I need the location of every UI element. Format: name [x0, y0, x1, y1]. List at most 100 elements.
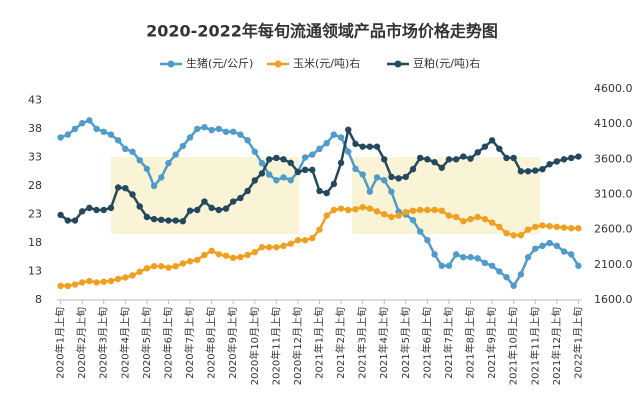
y-tick-label: 13 [28, 264, 42, 277]
point [366, 143, 374, 150]
point [532, 167, 539, 174]
point [402, 173, 410, 181]
point [78, 279, 86, 286]
x-tick-label: 2021年2月上旬 [334, 307, 347, 379]
point [575, 153, 582, 160]
point [524, 254, 532, 261]
legend-label: 豆粕(元/吨)右 [413, 56, 480, 70]
point [143, 213, 151, 221]
point [93, 206, 100, 214]
y2-tick-label: 3100.0 [594, 188, 633, 201]
point [373, 143, 381, 150]
point [64, 282, 71, 290]
x-tick-label: 2020年10月上旬 [248, 307, 261, 385]
point [359, 143, 366, 150]
point [337, 134, 345, 141]
point [287, 240, 294, 247]
y2-tick-label: 3600.0 [594, 152, 633, 165]
y2-tick-label: 2100.0 [594, 258, 633, 271]
x-tick-label: 2020年2月上旬 [75, 307, 88, 379]
point [273, 244, 280, 251]
point [222, 205, 230, 212]
x-tick-label: 2022年1月上旬 [571, 307, 584, 379]
point [438, 262, 445, 269]
point [78, 120, 86, 127]
legend-label: 玉米(元/吨)右 [293, 56, 360, 70]
point [553, 158, 561, 165]
point [568, 251, 575, 258]
point [488, 262, 496, 269]
point [86, 204, 93, 212]
x-tick-label: 2020年4月上旬 [118, 307, 131, 379]
point [143, 265, 151, 272]
point [352, 165, 359, 173]
point [229, 198, 237, 205]
point [438, 207, 445, 214]
x-tick-label: 2020年1月上旬 [54, 307, 67, 379]
point [546, 222, 553, 230]
point [575, 225, 582, 232]
y-tick-label: 33 [28, 150, 42, 163]
chart-title: 2020-2022年每旬流通领域产品市场价格走势图 [146, 22, 498, 41]
point [330, 131, 338, 138]
point [309, 234, 316, 242]
point [539, 165, 546, 173]
point [64, 131, 71, 138]
point [122, 184, 129, 192]
point [165, 264, 172, 271]
point [150, 215, 158, 223]
point [445, 156, 453, 163]
point [294, 168, 302, 176]
point [524, 226, 532, 233]
point [395, 212, 402, 219]
point [416, 206, 424, 214]
y-tick-label: 18 [28, 236, 42, 249]
legend-marker [394, 60, 402, 68]
point [496, 145, 503, 152]
y-tick-label: 8 [35, 293, 42, 306]
point [215, 251, 223, 258]
point [431, 158, 438, 166]
point [517, 168, 525, 175]
x-tick-label: 2021年11月上旬 [528, 307, 541, 385]
point [71, 125, 79, 133]
point [460, 218, 467, 225]
point [488, 219, 496, 226]
point [150, 263, 158, 270]
point [409, 207, 417, 214]
point [150, 182, 158, 190]
point [388, 188, 395, 195]
point [402, 208, 410, 216]
point [546, 239, 553, 247]
point [222, 252, 230, 259]
point [194, 206, 201, 214]
point [460, 254, 467, 261]
point [136, 157, 143, 164]
point [100, 206, 107, 214]
point [323, 189, 330, 197]
point [114, 275, 122, 283]
y2-tick-label: 2600.0 [594, 223, 633, 236]
point [186, 134, 194, 141]
point [481, 143, 489, 150]
point [474, 149, 481, 156]
point [553, 242, 561, 250]
point [194, 125, 201, 133]
point [129, 148, 136, 155]
point [208, 204, 215, 212]
point [517, 232, 525, 239]
x-tick-label: 2021年5月上旬 [399, 307, 412, 379]
point [568, 154, 575, 162]
legend-label: 生猪(元/公斤) [186, 56, 253, 70]
x-tick-label: 2021年10月上旬 [507, 307, 520, 385]
point [136, 203, 143, 210]
point [445, 262, 453, 269]
point [309, 166, 316, 174]
x-tick-label: 2021年12月上旬 [550, 307, 563, 385]
point [172, 217, 179, 224]
point [265, 156, 273, 163]
point [323, 212, 330, 219]
point [129, 191, 136, 198]
point [57, 282, 64, 290]
